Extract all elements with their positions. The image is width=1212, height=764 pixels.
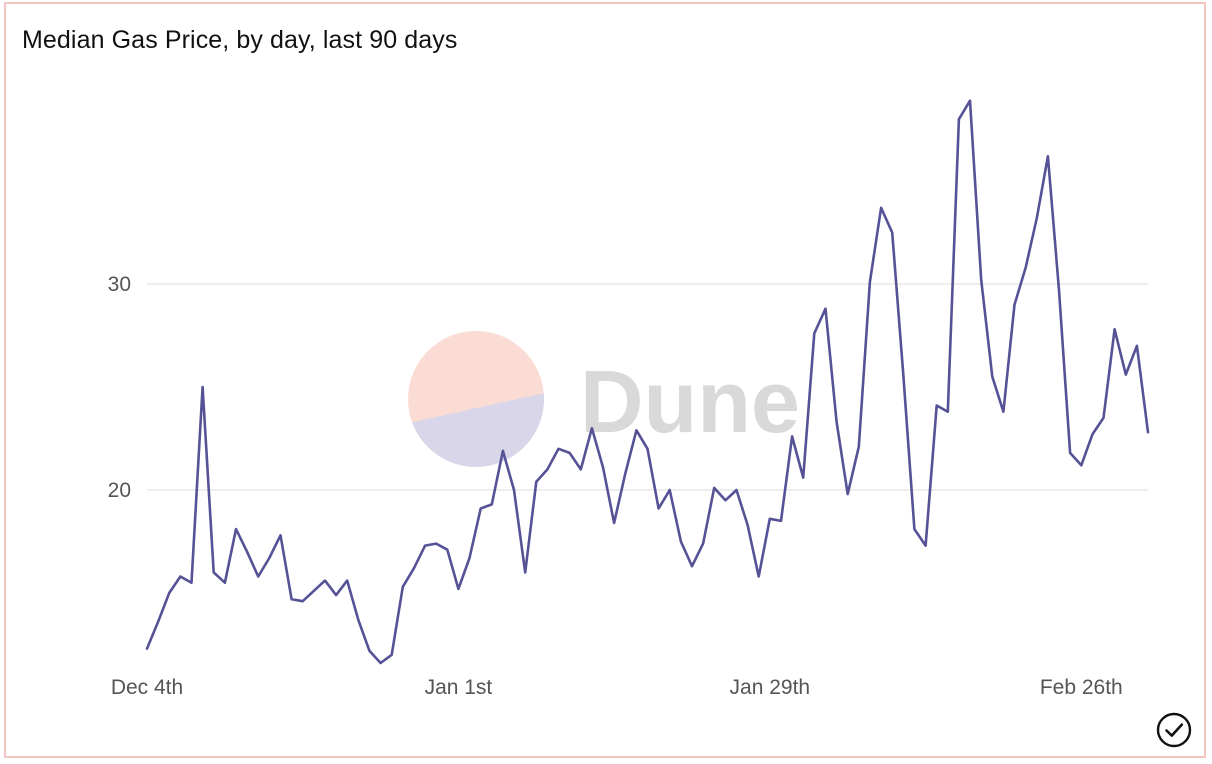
y-tick-label: 20 (108, 479, 131, 502)
series-layer (145, 99, 1150, 665)
x-tick-label: Dec 4th (111, 676, 183, 699)
axis-layer: 20 30 Dec 4th Jan 1st Jan 29th Feb 26th (108, 273, 1123, 699)
watermark-text: Dune (580, 352, 800, 451)
x-tick-label: Feb 26th (1040, 676, 1123, 699)
series-line (145, 99, 1150, 665)
dune-watermark: Dune (408, 331, 800, 467)
chart-title: Median Gas Price, by day, last 90 days (22, 26, 458, 54)
y-tick-label: 30 (108, 273, 131, 296)
x-tick-label: Jan 1st (425, 676, 493, 699)
x-tick-label: Jan 29th (730, 676, 811, 699)
watermark-pie-lavender (412, 393, 544, 467)
check-circle-icon[interactable] (1156, 712, 1192, 748)
